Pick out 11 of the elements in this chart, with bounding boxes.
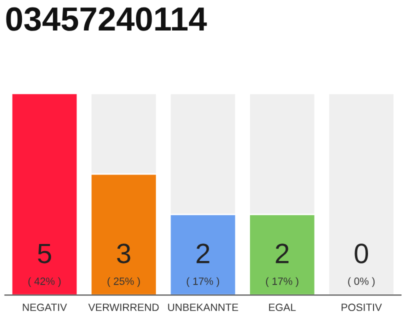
x-tick-label: POSITIV	[342, 304, 382, 312]
x-tick-label: NEGATIV	[22, 304, 67, 312]
data-label: 2 ( 17% )	[266, 244, 298, 287]
x-tick-label: EGAL	[269, 304, 296, 312]
data-label: 0 ( 0% )	[348, 244, 375, 287]
data-label: 3 ( 25% )	[108, 244, 140, 287]
chart-title: 03457240114	[6, 7, 207, 31]
data-label: 5 ( 42% )	[28, 244, 61, 287]
x-tick-label: UNBEKANNTE	[168, 304, 238, 312]
x-tick-label: VERWIRREND	[88, 304, 159, 311]
data-label: 2 ( 17% )	[186, 244, 220, 287]
